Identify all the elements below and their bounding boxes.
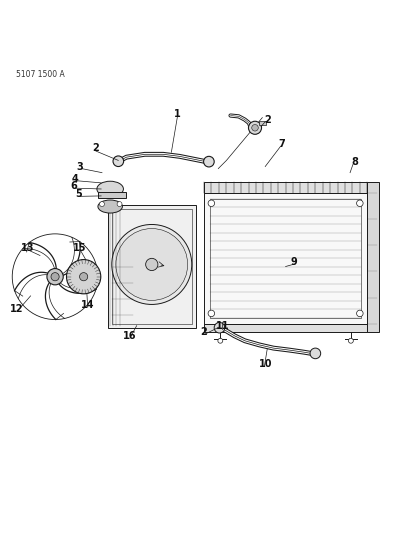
Bar <box>108 205 196 328</box>
Circle shape <box>117 201 122 206</box>
Bar <box>204 182 367 193</box>
Text: 1: 1 <box>174 109 181 118</box>
Ellipse shape <box>97 181 124 197</box>
Text: 2: 2 <box>201 327 207 337</box>
Circle shape <box>357 310 363 317</box>
Text: 14: 14 <box>81 300 95 310</box>
Circle shape <box>348 338 353 343</box>
Text: 10: 10 <box>258 359 272 369</box>
Text: 8: 8 <box>352 157 358 167</box>
Text: 7: 7 <box>278 139 285 149</box>
Text: 2: 2 <box>93 143 99 153</box>
Bar <box>204 193 367 324</box>
Circle shape <box>67 260 101 294</box>
Text: 11: 11 <box>215 321 229 330</box>
Ellipse shape <box>98 200 122 213</box>
Bar <box>98 192 126 198</box>
Bar <box>367 182 379 332</box>
Circle shape <box>47 269 63 285</box>
Bar <box>204 324 367 332</box>
Circle shape <box>218 338 223 343</box>
Text: 6: 6 <box>70 181 77 191</box>
Text: 12: 12 <box>9 304 23 314</box>
Text: 9: 9 <box>290 257 297 268</box>
Text: 5: 5 <box>75 189 82 199</box>
Circle shape <box>113 156 124 166</box>
Text: 15: 15 <box>73 243 86 253</box>
Text: 5107 1500 A: 5107 1500 A <box>16 70 65 79</box>
Circle shape <box>146 259 158 271</box>
Circle shape <box>252 125 258 131</box>
Circle shape <box>248 121 262 134</box>
Text: 3: 3 <box>76 161 83 172</box>
Bar <box>259 121 266 125</box>
Circle shape <box>100 201 104 206</box>
Bar <box>112 209 192 324</box>
Text: 13: 13 <box>21 243 35 253</box>
Bar <box>210 199 361 318</box>
Circle shape <box>80 272 88 281</box>
Circle shape <box>208 200 215 206</box>
Circle shape <box>112 224 192 304</box>
Circle shape <box>51 272 59 281</box>
Text: 16: 16 <box>123 331 137 341</box>
Text: 2: 2 <box>264 115 271 125</box>
Circle shape <box>214 322 225 333</box>
Circle shape <box>310 348 321 359</box>
Circle shape <box>208 310 215 317</box>
Circle shape <box>204 156 214 167</box>
Text: 4: 4 <box>72 174 79 184</box>
Circle shape <box>116 229 188 301</box>
Circle shape <box>357 200 363 206</box>
